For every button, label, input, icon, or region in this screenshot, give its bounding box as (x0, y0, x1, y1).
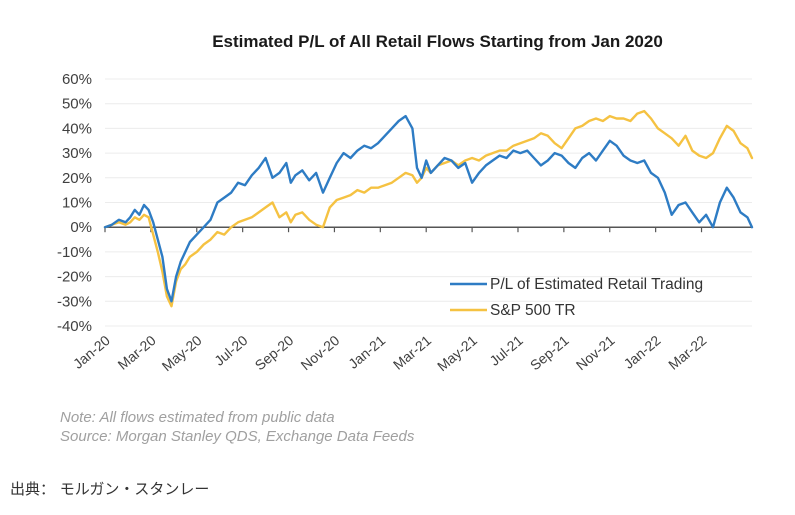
y-tick-label: -30% (57, 293, 92, 310)
x-tick-label: Mar-20 (115, 332, 159, 373)
series-line-pl-retail (103, 114, 754, 303)
y-tick-label: -10% (57, 244, 92, 261)
y-tick-label: 30% (62, 145, 92, 162)
x-tick-label: Jul-20 (211, 332, 251, 369)
x-tick-label: May-20 (159, 332, 205, 374)
gridlines (105, 78, 752, 327)
y-tick-label: 40% (62, 120, 92, 137)
source-line: Source: Morgan Stanley QDS, Exchange Dat… (60, 428, 415, 445)
note-line: Note: All flows estimated from public da… (60, 409, 335, 426)
chart-plot: 60% 50% 40% 30% 20% 10% 0% -10% -20% -30% -40% Jan… (57, 71, 754, 374)
y-tick-label: -20% (57, 269, 92, 286)
y-tick-label: 20% (62, 170, 92, 187)
x-tick-label: May-21 (434, 332, 480, 374)
y-axis-ticks: 60% 50% 40% 30% 20% 10% 0% -10% -20% -30% -40% (57, 71, 92, 335)
x-tick-label: Jul-21 (486, 332, 526, 369)
series-line-sp500-tr (103, 109, 754, 308)
legend-label-pl: P/L of Estimated Retail Trading (490, 276, 703, 293)
y-tick-label: 60% (62, 71, 92, 88)
x-tick-label: Nov-21 (573, 332, 618, 373)
y-tick-label: 10% (62, 195, 92, 212)
x-tick-label: Mar-21 (390, 332, 434, 373)
chart-notes: Note: All flows estimated from public da… (60, 408, 414, 446)
legend-label-sp500: S&P 500 TR (490, 302, 576, 319)
legend: P/L of Estimated Retail Trading S&P 500 … (450, 276, 703, 319)
x-axis-tick-labels: Jan-20 Mar-20 May-20 Jul-20 Sep-20 Nov-20 Jan-… (70, 332, 710, 374)
x-tick-label: Mar-22 (665, 332, 709, 373)
source-caption: 出典： モルガン・スタンレー (10, 480, 210, 498)
y-tick-label: 50% (62, 96, 92, 113)
x-tick-label: Jan-21 (345, 332, 388, 372)
chart-title: Estimated P/L of All Retail Flows Starti… (212, 32, 663, 51)
x-tick-label: Jan-20 (70, 332, 113, 372)
x-tick-label: Sep-21 (527, 332, 572, 373)
x-tick-label: Jan-22 (620, 332, 663, 372)
y-tick-label: 0% (70, 219, 92, 236)
x-tick-label: Nov-20 (297, 332, 342, 373)
series-lines (103, 109, 754, 308)
x-tick-label: Sep-20 (252, 332, 297, 373)
y-tick-label: -40% (57, 318, 92, 335)
